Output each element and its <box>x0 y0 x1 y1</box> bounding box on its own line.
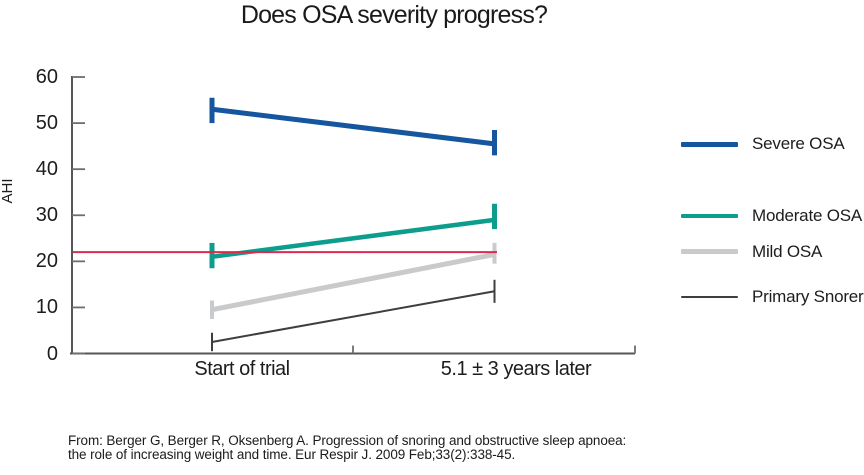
legend-swatch-severe-osa <box>681 141 738 147</box>
citation: From: Berger G, Berger R, Oksenberg A. P… <box>68 434 626 462</box>
legend-label-severe-osa: Severe OSA <box>752 134 845 153</box>
legend-swatch-primary-snorers <box>681 296 738 298</box>
legend-swatch-mild-osa <box>681 249 738 254</box>
series-line-severe-osa <box>211 106 495 147</box>
citation-line-1: From: Berger G, Berger R, Oksenberg A. P… <box>68 433 627 448</box>
legend-label-primary-snorers: Primary Snorers <box>752 287 864 306</box>
legend-label-mild-osa: Mild OSA <box>752 241 823 261</box>
citation-line-2: the role of increasing weight and time. … <box>68 447 516 462</box>
y-tick-label: 30 <box>35 204 58 227</box>
y-tick-label: 20 <box>35 250 58 273</box>
y-tick-label: 40 <box>35 158 58 181</box>
series-line-mild-osa <box>211 251 495 313</box>
series-line-moderate-osa <box>211 217 495 259</box>
legend-swatch-moderate-osa <box>681 213 738 219</box>
y-tick-label: 60 <box>35 66 58 89</box>
y-tick-label: 50 <box>35 112 58 135</box>
legend-label-moderate-osa: Moderate OSA <box>752 206 863 225</box>
chart-title: Does OSA severity progress? <box>240 1 548 29</box>
y-tick-label: 10 <box>35 296 58 319</box>
x-category-label: Start of trial <box>194 358 290 380</box>
x-category-label: 5.1 ± 3 years later <box>440 358 592 380</box>
series-line-primary-snorers <box>211 290 495 343</box>
y-tick-label: 0 <box>46 342 58 365</box>
